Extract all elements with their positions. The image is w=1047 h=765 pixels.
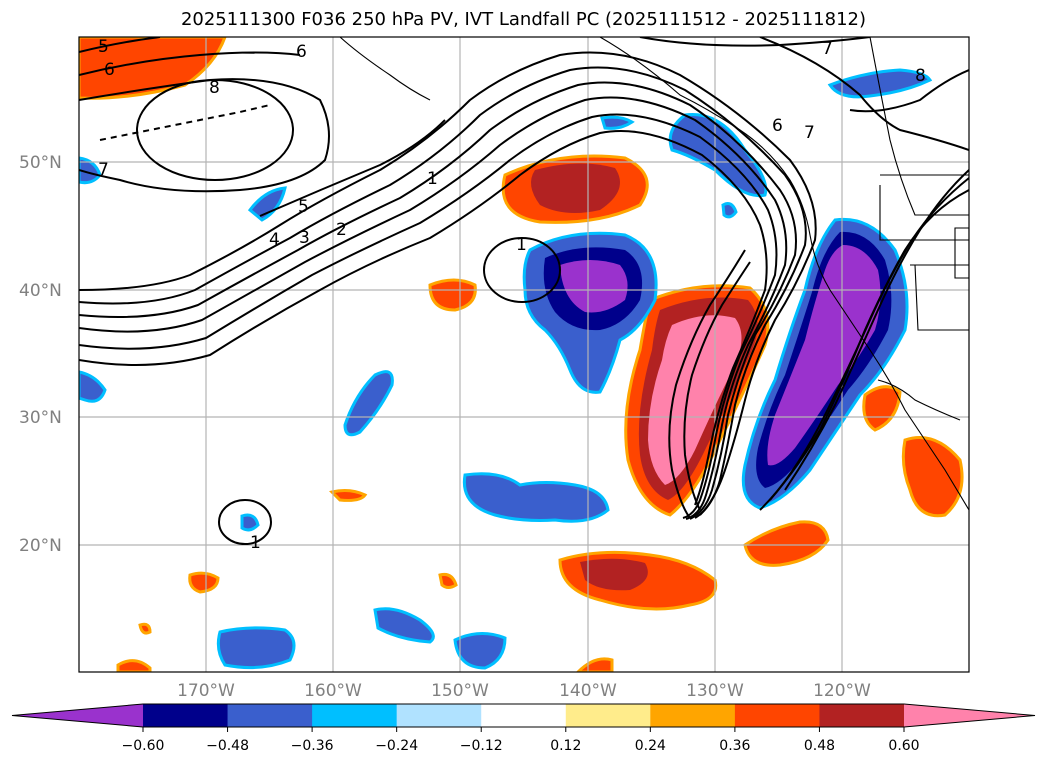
contour-label: 5 [298,197,309,217]
contour-label: 3 [299,228,310,248]
contour-label: 5 [98,37,109,57]
pv-contours [79,37,969,545]
lon-label-130w: 130°W [686,681,744,701]
lat-label-30n: 30°N [19,408,62,428]
longitude-labels: 170°W 160°W 150°W 140°W 130°W 120°W [177,681,871,701]
positive-anomaly-northwest [79,37,227,100]
contour-label: 6 [104,60,115,80]
contour-label: 8 [915,66,926,86]
colorbar-tick-label: −0.24 [375,738,418,754]
latitude-labels: 50°N 40°N 30°N 20°N [19,153,62,556]
pv-contour-labels: 5 6 8 6 7 8 6 7 7 5 4 3 2 1 1 1 [98,37,926,553]
colorbar-extend-max [904,704,1035,727]
colorbar-tick-label: 0.12 [550,738,581,754]
colorbar-segment [650,704,736,727]
colorbar-tick-label: 0.36 [719,738,750,754]
ivt-shading [79,37,964,672]
lon-label-160w: 160°W [304,681,362,701]
colorbar-segment [143,704,229,727]
colorbar-tick-label: 0.24 [635,738,666,754]
colorbar-tick-label: −0.48 [206,738,249,754]
colorbar-segment [481,704,567,727]
contour-label: 2 [336,220,347,240]
colorbar-segment [396,704,482,727]
colorbar-segment [734,704,820,727]
map-frame [78,36,970,673]
colorbar-tick-label: 0.48 [804,738,835,754]
lon-label-150w: 150°W [431,681,489,701]
contour-label: 6 [296,42,307,62]
lon-label-120w: 120°W [813,681,871,701]
colorbar-segment [227,704,313,727]
lat-label-40n: 40°N [19,281,62,301]
map-title: 2025111300 F036 250 hPa PV, IVT Landfall… [180,9,867,30]
contour-label: 7 [822,39,833,59]
contour-label: 7 [804,123,815,143]
contour-label: 4 [269,230,280,250]
lon-label-140w: 140°W [559,681,617,701]
colorbar-segment [312,704,398,727]
colorbar-extend-min [12,704,143,727]
contour-label: 6 [772,116,783,136]
contour-label: 7 [98,160,109,180]
colorbar-tick-label: −0.36 [291,738,334,754]
lat-label-50n: 50°N [19,153,62,173]
colorbar-tick-label: −0.12 [460,738,503,754]
colorbar-tick-label: −0.60 [122,738,165,754]
lon-label-170w: 170°W [177,681,235,701]
colorbar-tick-label: 0.60 [888,738,919,754]
colorbar-segment [565,704,651,727]
lat-label-20n: 20°N [19,536,62,556]
contour-label: 1 [427,169,438,189]
colorbar-segment [819,704,905,727]
colorbar: −0.60 −0.48 −0.36 −0.24 −0.12 0.12 0.24 0.36 0.4… [11,703,1036,754]
contour-label: 1 [516,235,527,255]
contour-label: 1 [250,533,261,553]
contour-label: 8 [209,78,220,98]
coastlines [99,37,969,511]
graticule [79,37,969,672]
